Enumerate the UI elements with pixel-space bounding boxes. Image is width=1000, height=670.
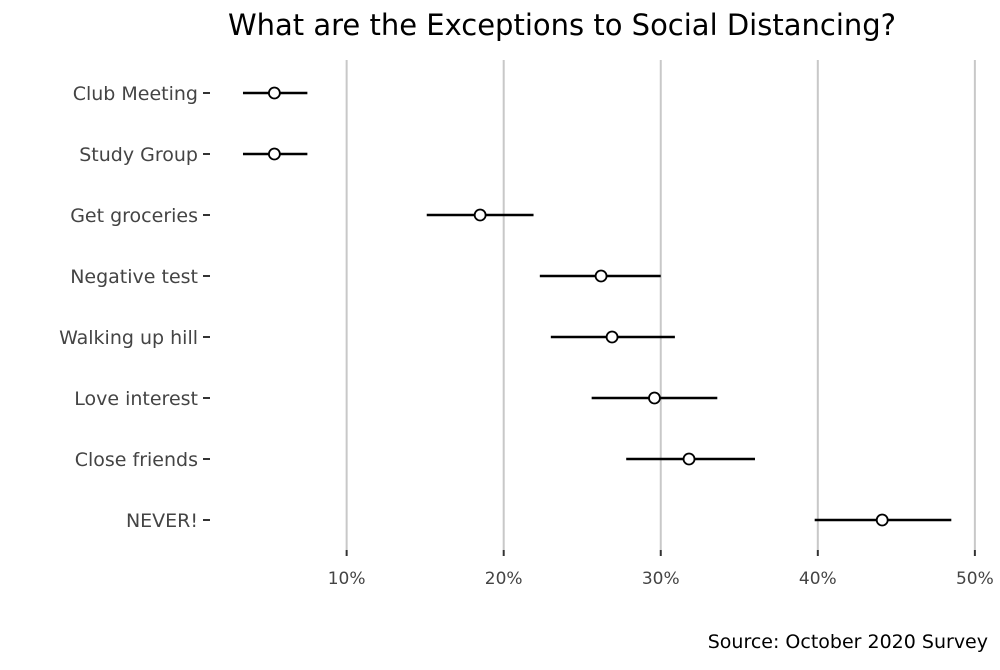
y-tick-label: NEVER! — [126, 510, 198, 532]
x-tick-label: 40% — [799, 569, 837, 589]
chart-title: What are the Exceptions to Social Distan… — [228, 8, 896, 42]
y-tick-label: Walking up hill — [59, 327, 198, 349]
y-tick-label: Get groceries — [70, 205, 198, 227]
x-tick-label: 20% — [485, 569, 523, 589]
x-tick-label: 50% — [956, 569, 994, 589]
x-tick-label: 30% — [642, 569, 680, 589]
y-tick-label: Club Meeting — [73, 83, 198, 105]
data-point — [473, 208, 487, 222]
y-tick-label: Love interest — [74, 388, 198, 410]
y-tick-label: Negative test — [70, 266, 198, 288]
y-tick-label: Close friends — [75, 449, 198, 471]
x-tick-label: 10% — [328, 569, 366, 589]
data-point — [605, 330, 619, 344]
y-tick-label: Study Group — [79, 144, 198, 166]
chart-caption: Source: October 2020 Survey — [708, 631, 988, 653]
data-point — [648, 391, 661, 405]
data-point — [875, 513, 889, 527]
data-point — [594, 269, 608, 283]
data-point — [682, 452, 696, 466]
data-point — [267, 147, 281, 161]
data-point — [267, 86, 281, 100]
